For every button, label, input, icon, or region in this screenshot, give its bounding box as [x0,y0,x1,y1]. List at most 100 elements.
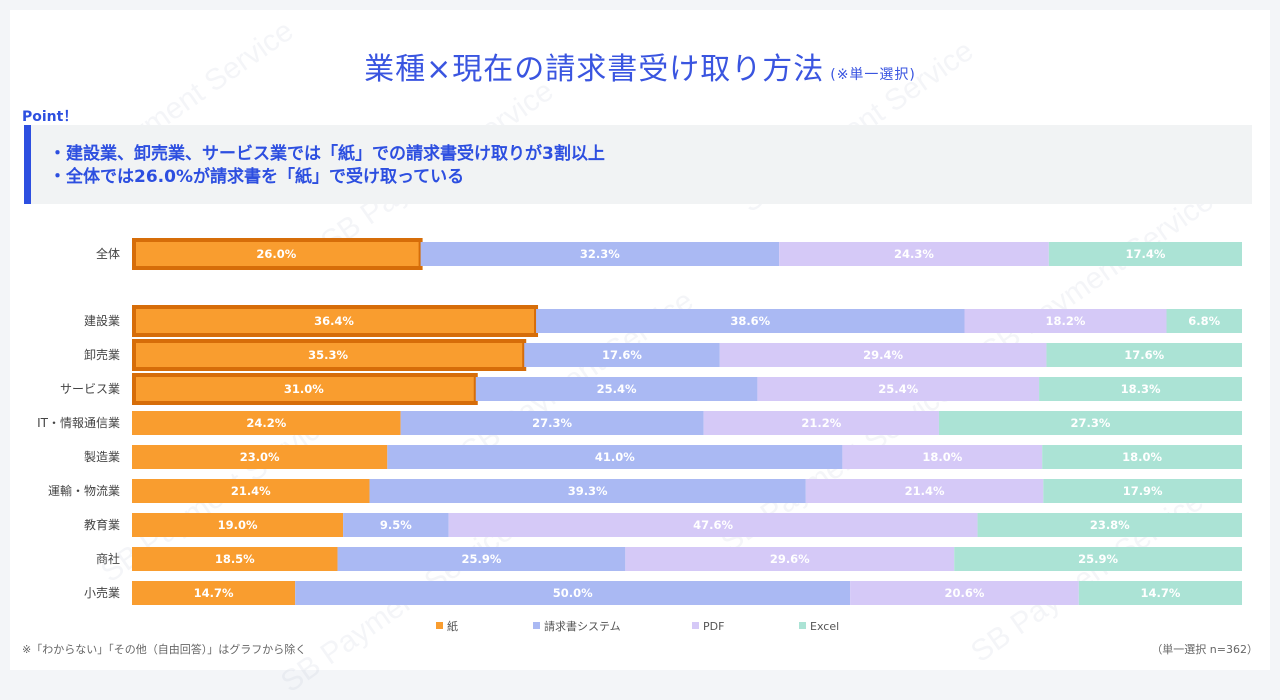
category-label: 運輸・物流業 [48,483,120,498]
legend-label: 紙 [447,619,458,633]
bar-segment [132,581,296,605]
bar-segment [387,445,843,469]
data-label: 17.9% [1123,484,1163,498]
data-label: 38.6% [730,314,770,328]
data-label: 25.9% [1078,552,1118,566]
data-label: 29.6% [770,552,810,566]
data-label: 50.0% [553,586,593,600]
data-label: 24.2% [246,416,286,430]
category-label: 商社 [96,551,120,566]
bar-segment [1078,581,1242,605]
bar-segment [132,242,421,266]
data-label: 17.4% [1125,247,1165,261]
category-label: 卸売業 [84,347,120,362]
bar-segment [132,547,338,571]
data-label: 36.4% [314,314,354,328]
data-label: 47.6% [693,518,733,532]
bar-segment [625,547,955,571]
bar-segment [369,479,806,503]
data-label: 23.8% [1090,518,1130,532]
bar-segment [1043,479,1242,503]
bar-segment [420,242,780,266]
bar-segment [719,343,1047,367]
legend-label: PDF [703,620,724,633]
data-label: 29.4% [863,348,903,362]
data-label: 14.7% [1140,586,1180,600]
bar-segment [977,513,1242,537]
data-label: 20.6% [945,586,985,600]
bar-segment [132,411,401,435]
category-label: 小売業 [84,585,120,600]
bar-segment [1042,445,1242,469]
data-label: 18.0% [1122,450,1162,464]
point-box: ・建設業、卸売業、サービス業では「紙」での請求書受け取りが3割以上 ・全体では2… [24,125,1252,204]
legend-swatch [692,622,699,629]
bar-segment [132,377,476,401]
bar-segment [757,377,1040,401]
data-label: 6.8% [1188,314,1220,328]
bar-segment [850,581,1079,605]
data-label: 18.0% [922,450,962,464]
data-label: 17.6% [602,348,642,362]
bar-segment [779,242,1049,266]
data-label: 9.5% [380,518,412,532]
bar-segment [805,479,1044,503]
legend-label: Excel [810,620,839,633]
data-label: 27.3% [532,416,572,430]
data-label: 25.4% [597,382,637,396]
data-label: 31.0% [284,382,324,396]
data-label: 18.3% [1121,382,1161,396]
bar-segment [132,445,388,469]
bar-segment [1048,242,1242,266]
bar-segment [703,411,939,435]
legend-swatch [533,622,540,629]
sample-note: （単一選択 n=362） [1151,643,1258,656]
data-label: 32.3% [580,247,620,261]
data-label: 18.5% [215,552,255,566]
bar-segment [343,513,449,537]
bar-segment [400,411,704,435]
chart-title: 業種×現在の請求書受け取り方法 (※単一選択) [0,44,1280,88]
data-label: 27.3% [1071,416,1111,430]
data-label: 14.7% [194,586,234,600]
legend-label: 請求書システム [544,619,621,633]
data-label: 21.2% [801,416,841,430]
bar-segment [1166,309,1242,333]
data-label: 17.6% [1124,348,1164,362]
data-label: 24.3% [894,247,934,261]
bar-segment [1039,377,1242,401]
category-label: IT・情報通信業 [37,416,120,430]
data-label: 19.0% [218,518,258,532]
data-label: 25.9% [461,552,501,566]
legend-swatch [436,622,443,629]
bar-segment [337,547,626,571]
data-label: 18.2% [1046,314,1086,328]
data-label: 25.4% [878,382,918,396]
bar-segment [132,343,525,367]
footnote: ※「わからない」「その他（自由回答）」はグラフから除く [22,643,307,656]
bar-segment [475,377,758,401]
bar-segment [295,581,851,605]
category-label: サービス業 [60,382,120,396]
bar-segment [964,309,1167,333]
bar-segment [938,411,1242,435]
chart-title-text: 業種×現在の請求書受け取り方法 [364,52,825,87]
data-label: 21.4% [905,484,945,498]
bar-segment [448,513,978,537]
point-line-2: ・全体では26.0%が請求書を「紙」で受け取っている [49,167,465,187]
bar-segment [132,513,344,537]
legend-swatch [799,622,806,629]
data-label: 23.0% [240,450,280,464]
chart-title-note: (※単一選択) [830,67,916,83]
bar-segment [132,479,370,503]
data-label: 35.3% [308,348,348,362]
bar-segment [1046,343,1242,367]
bar-segment [132,309,537,333]
bar-segment [536,309,965,333]
point-line-1: ・建設業、卸売業、サービス業では「紙」での請求書受け取りが3割以上 [49,144,605,164]
category-label: 製造業 [84,450,120,464]
data-label: 26.0% [256,247,296,261]
bar-segment [842,445,1043,469]
data-label: 39.3% [568,484,608,498]
point-label: Point！ [22,109,78,125]
